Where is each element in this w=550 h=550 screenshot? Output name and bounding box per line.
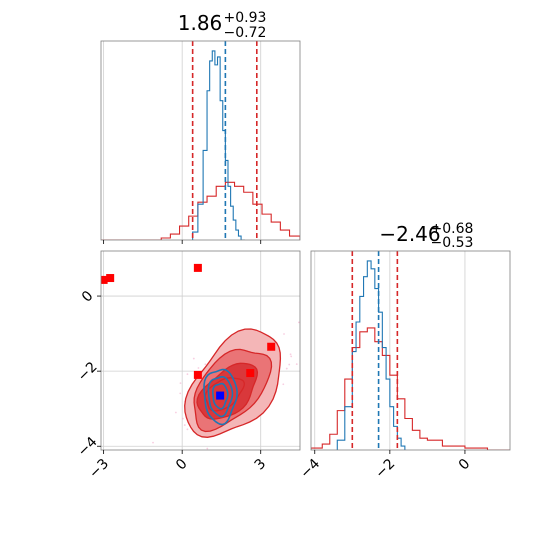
sample-point bbox=[282, 383, 285, 386]
histograms-param2 bbox=[311, 260, 510, 450]
title-param1-minus: −0.72 bbox=[224, 25, 267, 41]
blue-contour-level-1 bbox=[203, 368, 238, 426]
marginal-panel-param1: 1.86 +0.93 −0.72 bbox=[100, 10, 301, 244]
marginal-panel-param2: −4 −2 0 −2.46 +0.68 −0.53 bbox=[297, 221, 511, 482]
histograms-param1 bbox=[101, 50, 300, 240]
title-param1: 1.86 bbox=[178, 11, 223, 35]
tick-label-joint-x-0: −3 bbox=[86, 456, 112, 482]
grid-param2 bbox=[314, 251, 466, 450]
x-ticks-joint: −3 0 3 bbox=[86, 450, 269, 482]
truth-marker-red-5 bbox=[267, 342, 276, 351]
sample-point bbox=[179, 382, 182, 385]
joint-panel: −3 0 3 −4 −2 0 bbox=[75, 250, 303, 482]
sample-point bbox=[179, 392, 182, 395]
x-ticks-param2: −4 −2 0 bbox=[297, 450, 473, 482]
ticks-param1 bbox=[103, 240, 262, 244]
title-param2-plus: +0.68 bbox=[431, 221, 474, 237]
sample-point bbox=[192, 357, 195, 360]
frame-param1 bbox=[100, 40, 301, 241]
sample-point bbox=[301, 354, 303, 356]
blue-contour-level-3 bbox=[211, 382, 229, 410]
y-ticks-joint: −4 −2 0 bbox=[75, 288, 101, 460]
sample-point bbox=[288, 363, 291, 366]
histogram-blue-param2 bbox=[336, 260, 406, 450]
truth-marker-red-4 bbox=[246, 369, 255, 378]
title-param2-minus: −0.53 bbox=[431, 235, 474, 251]
sample-point bbox=[186, 373, 189, 376]
sample-point bbox=[183, 424, 186, 426]
frame-joint bbox=[100, 250, 301, 451]
tick-label-param2-2: 0 bbox=[456, 456, 474, 474]
sample-point bbox=[283, 333, 285, 335]
truth-marker-red-0 bbox=[101, 275, 108, 284]
grid-param1 bbox=[103, 41, 262, 240]
sample-point bbox=[204, 363, 207, 366]
sample-point bbox=[182, 417, 184, 420]
histogram-blue-param1 bbox=[192, 50, 246, 240]
tick-label-joint-y-1: −2 bbox=[75, 359, 101, 385]
truth-markers bbox=[101, 263, 276, 400]
tick-label-joint-x-1: 0 bbox=[173, 456, 191, 474]
sample-point bbox=[152, 441, 154, 444]
histogram-red-param1 bbox=[101, 181, 300, 240]
truth-marker-red-3 bbox=[193, 370, 202, 379]
sample-point bbox=[186, 428, 189, 431]
truth-marker-red-2 bbox=[193, 263, 202, 272]
blue-contour-level-2 bbox=[207, 376, 234, 418]
sample-point bbox=[297, 321, 300, 324]
red-contours bbox=[184, 328, 282, 438]
frame-param2 bbox=[310, 250, 511, 451]
quantile-lines-param1 bbox=[191, 41, 258, 240]
sample-point bbox=[197, 367, 200, 369]
tick-label-param2-1: −2 bbox=[372, 456, 398, 482]
tick-label-joint-y-2: 0 bbox=[79, 288, 97, 306]
histogram-red-param2 bbox=[311, 327, 510, 450]
tick-label-joint-x-2: 3 bbox=[252, 456, 270, 474]
sample-point bbox=[301, 343, 303, 345]
sample-point bbox=[206, 447, 209, 450]
tick-label-joint-y-0: −4 bbox=[75, 434, 101, 460]
sample-point bbox=[289, 353, 292, 356]
quantile-lines-param2 bbox=[351, 251, 399, 450]
sample-point bbox=[295, 363, 298, 366]
title-param2: −2.46 bbox=[379, 222, 440, 246]
sample-point bbox=[285, 367, 288, 370]
sample-point bbox=[174, 411, 177, 414]
truth-marker-red-1 bbox=[106, 274, 115, 283]
blue-contours bbox=[203, 368, 238, 426]
title-param1-plus: +0.93 bbox=[224, 10, 267, 26]
sample-point bbox=[290, 355, 293, 358]
truth-marker-blue bbox=[216, 391, 225, 400]
tick-label-param2-0: −4 bbox=[297, 456, 323, 482]
